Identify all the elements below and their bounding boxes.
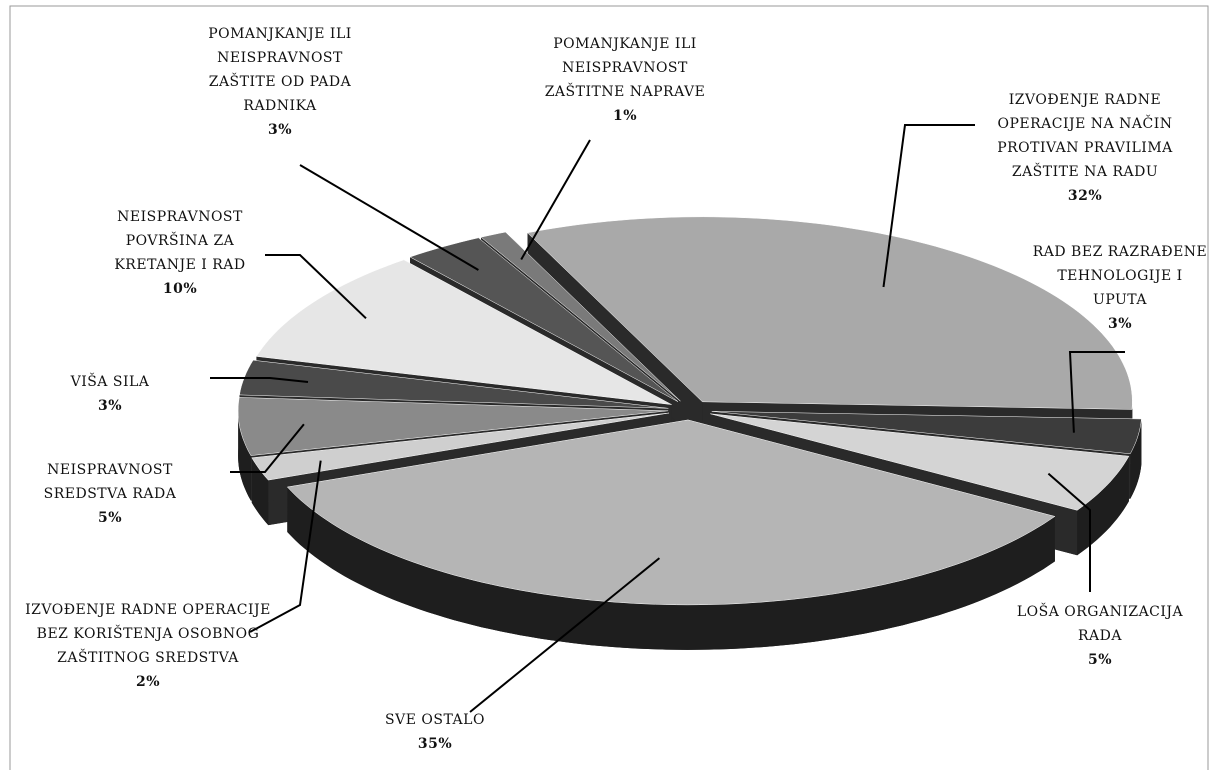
value-label: 35%	[417, 736, 453, 752]
value-label: 10%	[162, 281, 198, 297]
slice	[251, 412, 670, 481]
leader-line	[469, 557, 661, 713]
slice	[526, 216, 1133, 410]
value-label: 3%	[97, 398, 123, 414]
slice-side	[251, 457, 269, 526]
leader-line	[210, 377, 309, 383]
leader-line	[230, 423, 305, 473]
category-label: LOŠA ORGANIZACIJA RADA	[1016, 604, 1184, 644]
leader-line	[520, 139, 591, 260]
value-label: 32%	[1067, 188, 1103, 204]
category-label: NEISPRAVNOST SREDSTVA RADA	[43, 462, 177, 502]
category-label: SVE OSTALO	[385, 712, 485, 728]
slice-label: POMANJKANJE ILI NEISPRAVNOST ZAŠTITNE NA…	[520, 32, 730, 128]
leader-line	[1047, 472, 1091, 592]
slice-label: SVE OSTALO 35%	[355, 708, 515, 756]
value-label: 3%	[1107, 316, 1133, 332]
value-label: 5%	[97, 510, 123, 526]
slice	[286, 419, 1056, 606]
slice-side	[238, 410, 251, 501]
frame	[9, 5, 1209, 770]
leader-line	[299, 164, 479, 271]
slice-label: RAD BEZ RAZRAĐENE TEHNOLOGIJE I UPUTA 3%	[1030, 240, 1210, 336]
slice-side	[287, 487, 1055, 650]
slice-label: NEISPRAVNOST SREDSTVA RADA 5%	[25, 458, 195, 530]
value-label: 3%	[267, 122, 293, 138]
category-label: IZVOĐENJE RADNE OPERACIJE BEZ KORIŠTENJA…	[25, 602, 271, 666]
category-label: RAD BEZ RAZRAĐENE TEHNOLOGIJE I UPUTA	[1032, 244, 1208, 308]
category-label: IZVOĐENJE RADNE OPERACIJE NA NAČIN PROTI…	[997, 92, 1173, 180]
slice-label: IZVOĐENJE RADNE OPERACIJE NA NAČIN PROTI…	[980, 88, 1190, 208]
leader-line	[249, 460, 322, 633]
value-label: 2%	[135, 674, 161, 690]
category-label: POMANJKANJE ILI NEISPRAVNOST ZAŠTITE OD …	[208, 26, 352, 114]
slice-label: IZVOĐENJE RADNE OPERACIJE BEZ KORIŠTENJA…	[23, 598, 273, 694]
slice	[237, 397, 669, 456]
slice-label: VIŠA SILA 3%	[50, 370, 170, 418]
leader-line	[265, 254, 367, 320]
slice	[409, 237, 679, 402]
category-label: NEISPRAVNOST POVRŠINA ZA KRETANJE I RAD	[114, 209, 246, 273]
category-label: POMANJKANJE ILI NEISPRAVNOST ZAŠTITNE NA…	[544, 36, 706, 100]
slice-label: POMANJKANJE ILI NEISPRAVNOST ZAŠTITE OD …	[190, 22, 370, 142]
slice	[711, 411, 1142, 455]
leader-line	[882, 124, 975, 288]
leader-line	[1068, 351, 1125, 433]
value-label: 5%	[1087, 652, 1113, 668]
slice-label: LOŠA ORGANIZACIJA RADA 5%	[995, 600, 1205, 672]
slice-label: NEISPRAVNOST POVRŠINA ZA KRETANJE I RAD 1…	[90, 205, 270, 301]
category-label: VIŠA SILA	[70, 374, 150, 390]
value-label: 1%	[612, 108, 638, 124]
slice	[480, 231, 681, 402]
slice	[255, 259, 672, 405]
slice-side	[1130, 419, 1142, 499]
